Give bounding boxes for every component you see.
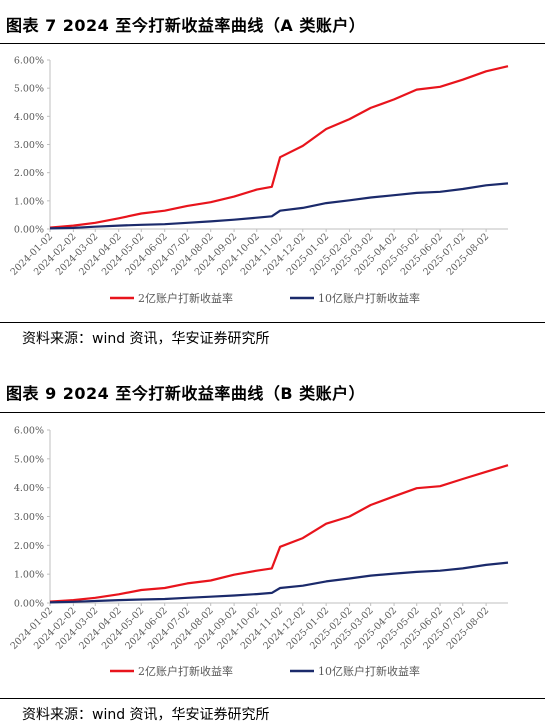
y-tick-label: 4.00% [14,483,44,494]
y-tick-label: 5.00% [14,454,44,465]
y-tick-label: 1.00% [14,196,44,207]
y-tick-label: 4.00% [14,112,44,123]
y-tick-label: 0.00% [14,599,44,610]
y-tick-label: 2.00% [14,168,44,179]
source-rule-a [0,322,545,323]
legend-label: 2亿账户打新收益率 [138,664,233,678]
y-tick-label: 3.00% [14,512,44,523]
legend-label: 10亿账户打新收益率 [318,291,420,305]
y-tick-label: 0.00% [14,225,44,236]
y-tick-label: 6.00% [14,426,44,437]
source-note-a: 资料来源：wind 资讯，华安证券研究所 [22,331,270,347]
series-line-10yi [49,561,509,604]
chart-b: 0.00%1.00%2.00%3.00%4.00%5.00%6.00%2024-… [9,426,509,678]
source-note-b: 资料来源：wind 资讯，华安证券研究所 [22,707,270,723]
chart-a: 0.00%1.00%2.00%3.00%4.00%5.00%6.00%2024-… [9,56,509,305]
y-tick-label: 5.00% [14,84,44,95]
series-line-2yi [49,464,509,603]
title-rule-b [0,412,545,413]
title-rule-a [0,43,545,44]
y-tick-label: 6.00% [14,56,44,67]
legend-label: 10亿账户打新收益率 [318,664,420,678]
figure-title-b: 图表 9 2024 至今打新收益率曲线（B 类账户） [6,384,366,403]
source-rule-b [0,698,545,699]
series-line-10yi [49,182,509,230]
y-tick-label: 2.00% [14,541,44,552]
y-tick-label: 3.00% [14,140,44,151]
y-tick-label: 1.00% [14,570,44,581]
series-line-2yi [49,65,509,229]
legend-label: 2亿账户打新收益率 [138,291,233,305]
figure-title-a: 图表 7 2024 至今打新收益率曲线（A 类账户） [6,16,366,35]
